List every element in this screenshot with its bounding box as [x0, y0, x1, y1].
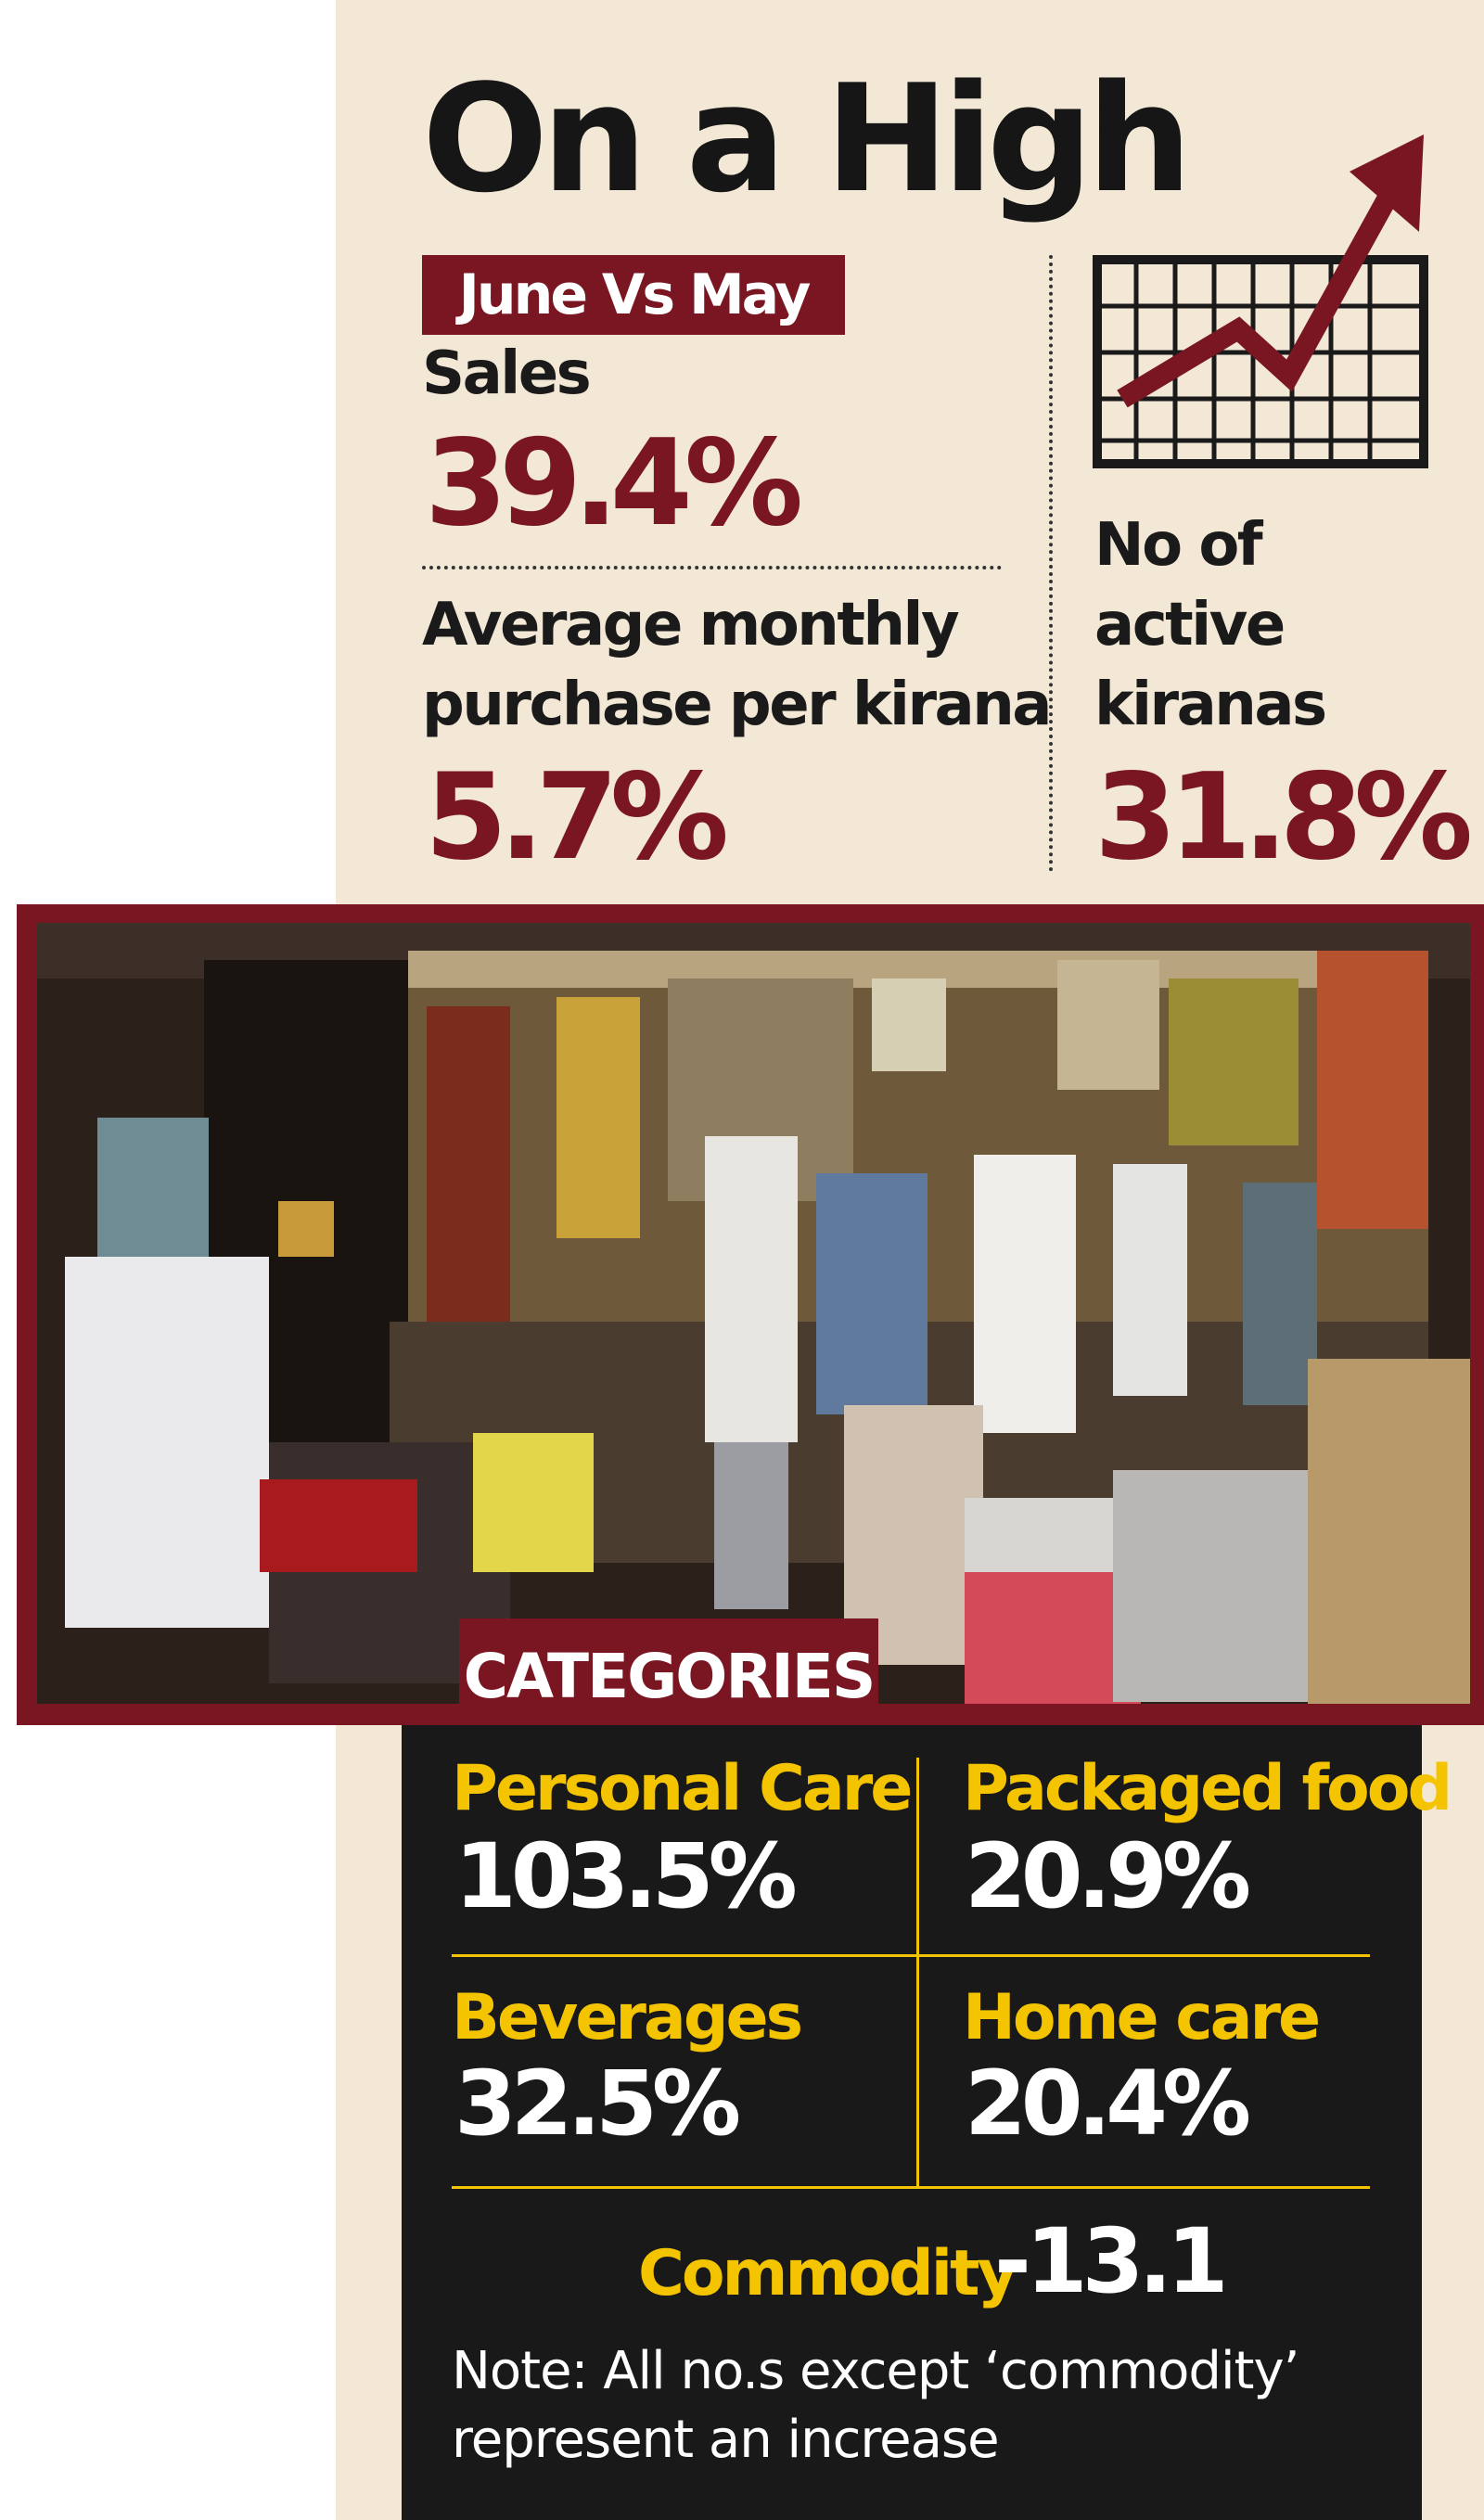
active-kiranas-label-line2: active	[1094, 591, 1286, 659]
avg-purchase-value: 5.7%	[425, 748, 729, 887]
commodity-value: -13.1	[994, 2209, 1229, 2313]
category-name: Packaged food	[963, 1752, 1452, 1825]
category-name: Home care	[963, 1981, 1321, 2054]
active-kiranas-label-line3: kiranas	[1094, 671, 1327, 739]
vertical-dotted-divider	[1049, 255, 1053, 872]
footnote-line1: Note: All no.s except ‘commodity’	[452, 2341, 1299, 2401]
kirana-store-photo	[37, 923, 1470, 1704]
category-name: Beverages	[452, 1981, 803, 2054]
horizontal-dotted-divider	[422, 566, 1002, 569]
active-kiranas-value: 31.8%	[1094, 748, 1473, 887]
category-value: 32.5%	[454, 2052, 741, 2155]
categories-panel	[402, 1725, 1422, 2520]
page-title: On a High	[422, 52, 1192, 225]
footnote-line2: represent an increase	[452, 2409, 1000, 2470]
avg-purchase-label-line2: purchase per kirana	[422, 671, 1052, 739]
sales-label: Sales	[422, 339, 592, 408]
category-row-divider	[452, 1954, 1370, 1957]
active-kiranas-label-line1: No of	[1094, 511, 1263, 580]
commodity-name: Commodity	[638, 2237, 1018, 2310]
category-value: 20.4%	[965, 2052, 1251, 2155]
avg-purchase-label-line1: Average monthly	[422, 591, 960, 659]
category-value: 103.5%	[454, 1824, 798, 1928]
category-name: Personal Care	[452, 1752, 913, 1825]
period-tag: June Vs May	[422, 255, 845, 335]
categories-heading: CATEGORIES	[459, 1618, 878, 1722]
footnote: Note: All no.s except ‘commodity’ repres…	[452, 2337, 1299, 2475]
sales-value: 39.4%	[425, 415, 803, 553]
category-value: 20.9%	[965, 1824, 1251, 1928]
growth-chart-icon	[1093, 134, 1428, 468]
category-bottom-divider	[452, 2186, 1370, 2189]
category-column-divider	[916, 1758, 919, 2188]
